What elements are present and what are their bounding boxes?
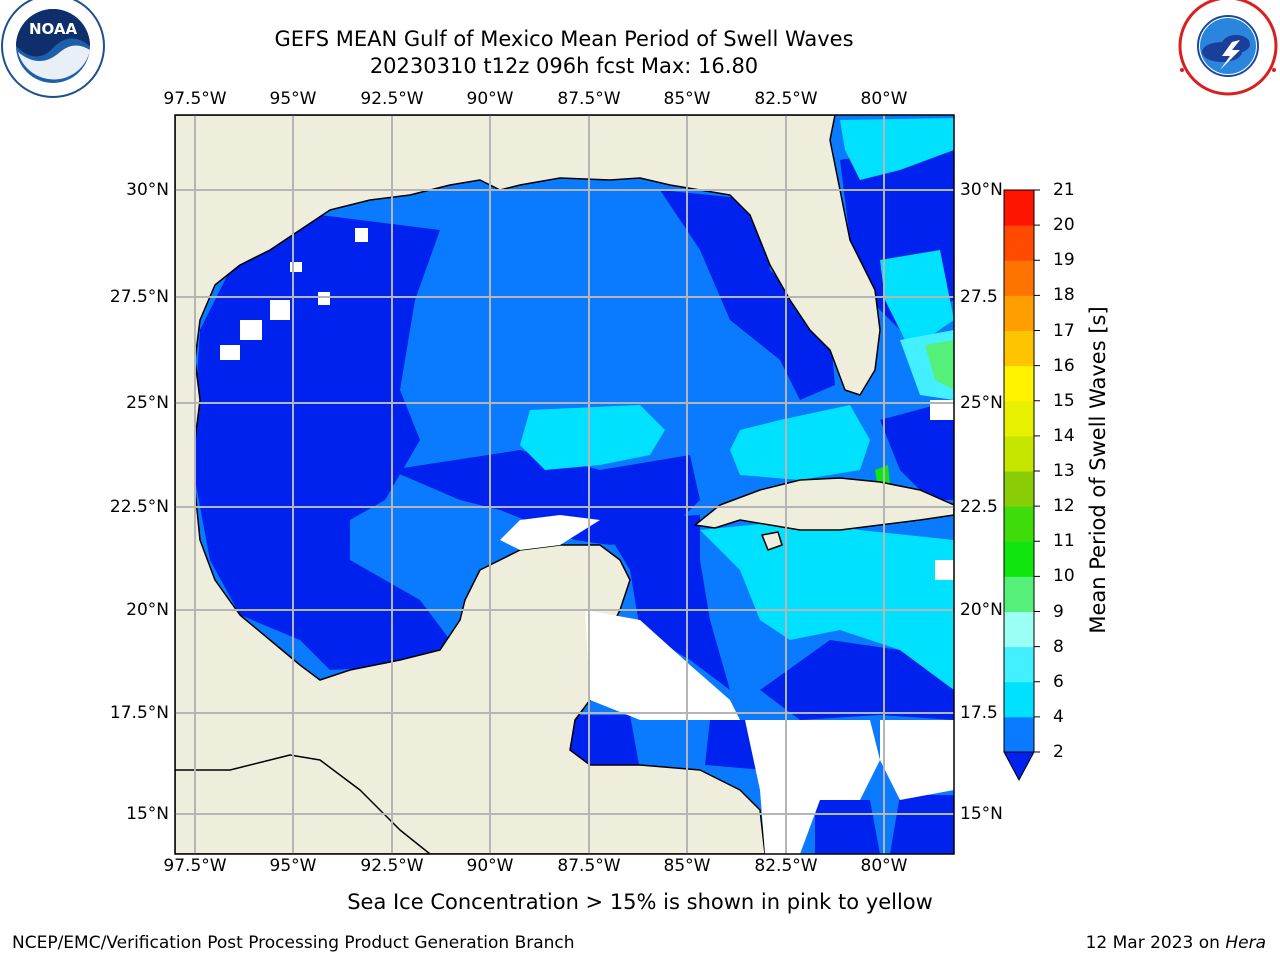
lon-label-top: 87.5°W: [557, 89, 621, 109]
lon-label-top: 97.5°W: [163, 89, 227, 109]
colorbar-tick-label: 19: [1053, 250, 1075, 271]
colorbar-swatch: [1004, 225, 1034, 261]
lon-label-top: 82.5°W: [754, 89, 818, 109]
colorbar-tick-label: 14: [1053, 425, 1075, 446]
lat-label-right: 15°N: [960, 804, 1003, 824]
colorbar-swatch: [1004, 260, 1034, 296]
period-4-6-caribbean: [700, 520, 954, 690]
colorbar-tick-label: 21: [1053, 180, 1075, 200]
colorbar-swatch: [1004, 400, 1034, 437]
chart-subtitle: 20230310 t12z 096h fcst Max: 16.80: [369, 54, 759, 78]
colorbar-swatch: [1004, 541, 1034, 577]
colorbar-tick-label: 4: [1053, 706, 1064, 727]
lat-label-right: 22.5: [960, 497, 998, 517]
noaa-logo: NOAA: [1, 0, 105, 98]
map-frame: [174, 114, 955, 855]
colorbar-swatch: [1004, 681, 1034, 718]
colorbar-swatch: [1004, 295, 1034, 331]
colorbar-tick-label: 20: [1053, 215, 1075, 236]
lat-label-right: 17.5: [960, 703, 998, 723]
colorbar-tick-label: 9: [1053, 601, 1064, 622]
lon-label-bottom: 97.5°W: [163, 856, 227, 876]
colorbar-swatch: [1004, 716, 1034, 753]
colorbar-tick-label: 18: [1053, 285, 1075, 306]
graticule: [175, 115, 954, 854]
colorbar-label: Mean Period of Swell Waves [s]: [1086, 306, 1110, 634]
colorbar-under-arrow: [1003, 751, 1035, 782]
colorbar: [1003, 189, 1040, 782]
colorbar-swatch: [1004, 365, 1034, 402]
colorbar-swatch: [1004, 506, 1034, 542]
colorbar-swatch: [1004, 471, 1034, 507]
lon-label-top: 95°W: [269, 89, 317, 109]
period-below-2-east-gulf: [660, 190, 835, 400]
lon-label-bottom: 82.5°W: [754, 856, 818, 876]
lon-label-top: 85°W: [663, 89, 711, 109]
period-below-2-west-gulf: [195, 215, 450, 670]
colorbar-tick-label: 6: [1053, 671, 1064, 692]
lat-label-left: 27.5°N: [109, 287, 169, 307]
lon-label-bottom: 85°W: [663, 856, 711, 876]
colorbar-tick-label: 13: [1053, 461, 1075, 481]
lat-label-left: 15°N: [126, 804, 169, 824]
colorbar-swatch: [1004, 646, 1034, 683]
lon-label-bottom: 87.5°W: [557, 856, 621, 876]
lon-label-bottom: 92.5°W: [360, 856, 424, 876]
period-4-6-central: [520, 405, 665, 470]
period-below-2-yucatan: [600, 515, 730, 690]
footer-machine: Hera: [1225, 933, 1266, 953]
colorbar-swatch: [1004, 611, 1034, 648]
colorbar-tick-label: 8: [1053, 636, 1064, 657]
lon-label-bottom: 80°W: [860, 856, 908, 876]
colorbar-tick-label: 2: [1053, 742, 1064, 762]
footer-date-text: 12 Mar 2023 on: [1085, 933, 1226, 953]
sea-ice-caption: Sea Ice Concentration > 15% is shown in …: [347, 890, 933, 914]
lon-label-top: 80°W: [860, 89, 908, 109]
chart-title: GEFS MEAN Gulf of Mexico Mean Period of …: [274, 27, 854, 51]
lat-label-right: 30°N: [960, 180, 1003, 200]
lat-label-right: 25°N: [960, 393, 1003, 413]
map-panel: [175, 115, 954, 854]
lon-label-bottom: 90°W: [466, 856, 514, 876]
lon-label-bottom: 95°W: [269, 856, 317, 876]
colorbar-tick-label: 10: [1053, 566, 1075, 587]
lat-label-left: 22.5°N: [109, 497, 169, 517]
noaa-logo-text: NOAA: [29, 20, 78, 38]
lat-label-left: 17.5°N: [109, 703, 169, 723]
period-4-6-florida-straits: [730, 405, 870, 480]
lat-label-right: 27.5: [960, 287, 998, 307]
lat-label-left: 25°N: [126, 393, 169, 413]
colorbar-tick-label: 12: [1053, 496, 1075, 517]
period-below-2-straits: [880, 400, 954, 500]
land: [175, 115, 954, 854]
colorbar-swatch: [1004, 435, 1034, 472]
footer-date: 12 Mar 2023 on Hera: [1086, 933, 1266, 953]
period-below-2-caribbean: [760, 640, 954, 720]
colorbar-swatch: [1004, 576, 1034, 612]
colorbar-swatch: [1004, 330, 1034, 367]
lon-label-top: 90°W: [466, 89, 514, 109]
colorbar-tick-label: 11: [1053, 531, 1075, 552]
lon-label-top: 92.5°W: [360, 89, 424, 109]
colorbar-tick-label: 17: [1053, 320, 1075, 341]
no-data: [220, 228, 954, 854]
lat-label-left: 20°N: [126, 600, 169, 620]
lat-label-right: 20°N: [960, 600, 1003, 620]
nws-logo: [1178, 0, 1278, 96]
lat-label-left: 30°N: [126, 180, 169, 200]
colorbar-tick-label: 16: [1053, 355, 1075, 376]
period-below-2-south-patches: [555, 715, 954, 854]
colorbar-swatch: [1004, 190, 1034, 226]
period-4-6-atlantic: [840, 118, 954, 350]
colorbar-tick-label: 15: [1053, 390, 1075, 411]
footer-credit: NCEP/EMC/Verification Post Processing Pr…: [12, 933, 575, 953]
period-9-10-patch: [925, 340, 954, 390]
